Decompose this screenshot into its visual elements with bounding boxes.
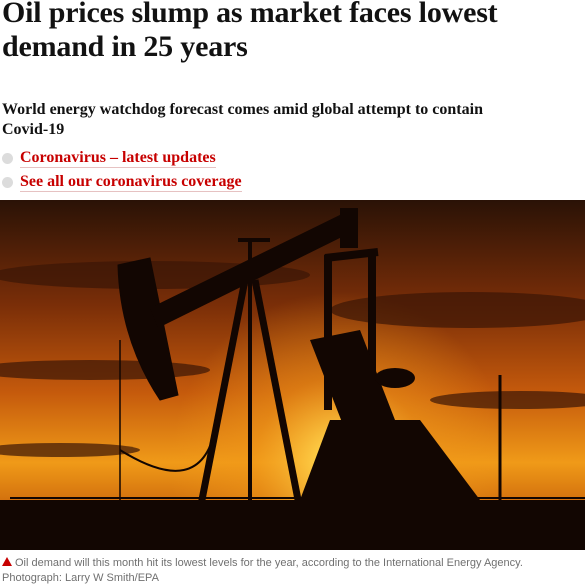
related-links: Coronavirus – latest updates See all our…	[0, 146, 242, 194]
caption-icon	[2, 557, 12, 566]
bullet	[2, 152, 13, 164]
headline: Oil prices slump as market faces lowest …	[2, 0, 498, 63]
link[interactable]: See all our coronavirus coverage	[20, 172, 242, 192]
link-item[interactable]: Coronavirus – latest updates	[0, 146, 242, 170]
link[interactable]: Coronavirus – latest updates	[20, 148, 216, 168]
caption: Oil demand will this month hit its lowes…	[2, 556, 585, 586]
bullet	[2, 176, 13, 188]
link-item[interactable]: See all our coronavirus coverage	[0, 170, 242, 194]
photo-credit: Photograph: Larry W Smith/EPA	[2, 572, 159, 584]
photo	[0, 200, 585, 550]
caption-text: Oil demand will this month hit its lowes…	[15, 557, 523, 569]
standfirst: World energy watchdog forecast comes ami…	[2, 101, 483, 138]
